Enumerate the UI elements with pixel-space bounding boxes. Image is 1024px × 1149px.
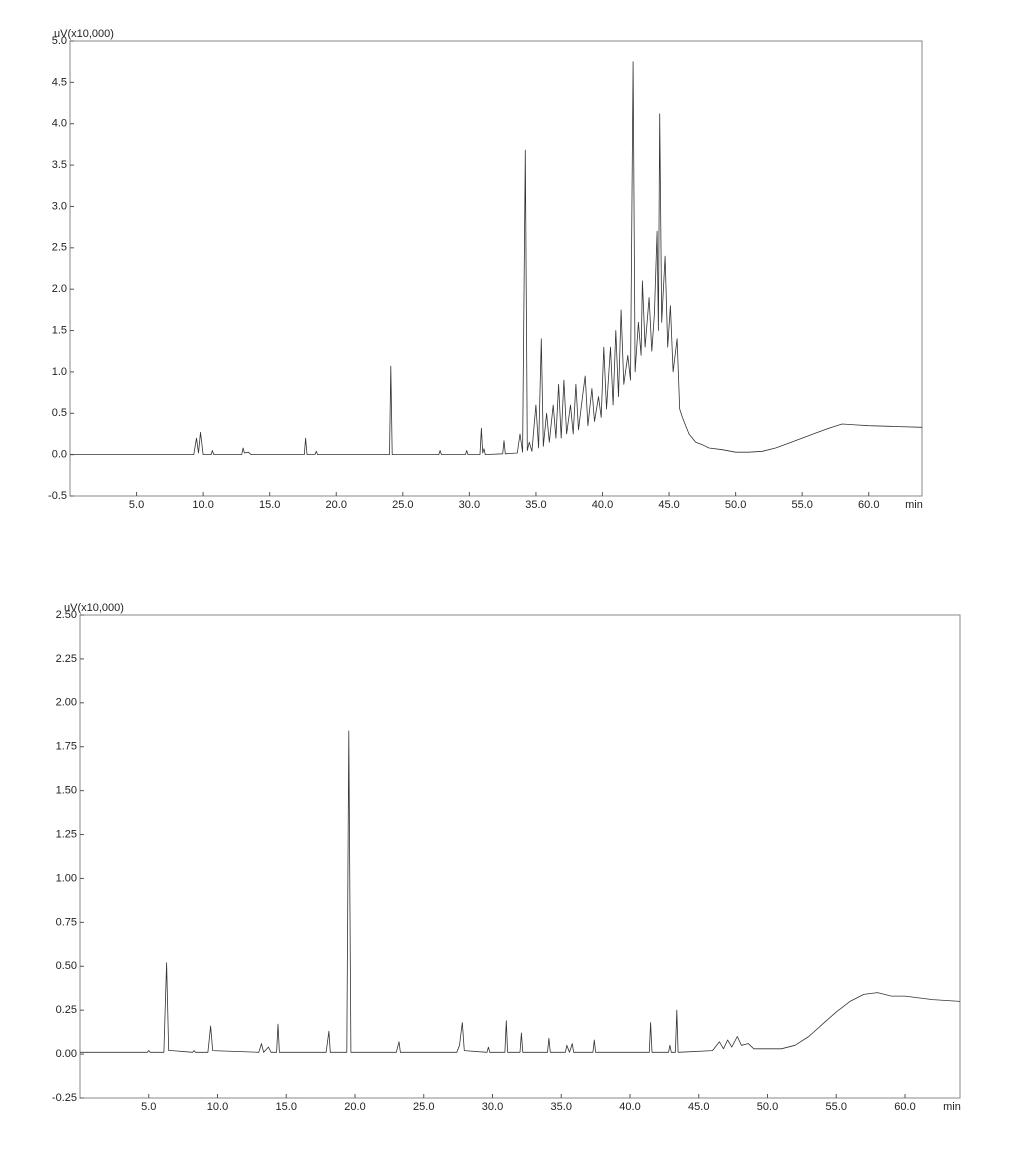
- x-tick-label: 25.0: [413, 1101, 434, 1113]
- y-tick-label: 1.00: [56, 872, 77, 884]
- y-tick-label: 0.50: [56, 960, 77, 972]
- y-axis-label: uV(x10,000): [64, 602, 124, 614]
- x-tick-label: 60.0: [894, 1101, 915, 1113]
- x-tick-label: 25.0: [392, 499, 413, 511]
- x-tick-label: 55.0: [791, 499, 812, 511]
- x-tick-label: 40.0: [592, 499, 613, 511]
- x-tick-label: 10.0: [207, 1101, 228, 1113]
- y-tick-label: 0.75: [56, 916, 77, 928]
- y-tick-label: 1.25: [56, 828, 77, 840]
- y-tick-label: 0.25: [56, 1004, 77, 1016]
- x-tick-label: 50.0: [725, 499, 746, 511]
- trace: [70, 61, 923, 455]
- y-tick-label: 2.0: [52, 283, 67, 295]
- y-tick-label: 4.5: [52, 76, 67, 88]
- y-tick-label: 2.50: [56, 609, 77, 621]
- y-tick-label: 3.0: [52, 200, 67, 212]
- x-tick-label: 30.0: [459, 499, 480, 511]
- x-tick-label: 5.0: [129, 499, 144, 511]
- x-tick-label: 40.0: [619, 1101, 640, 1113]
- y-tick-label: 3.5: [52, 159, 67, 171]
- x-tick-label: 15.0: [276, 1101, 297, 1113]
- y-tick-label: 0.5: [52, 407, 67, 419]
- y-tick-label: 2.00: [56, 697, 77, 709]
- x-tick-label: 45.0: [658, 499, 679, 511]
- x-tick-label: 20.0: [326, 499, 347, 511]
- y-tick-label: 1.75: [56, 741, 77, 753]
- y-tick-label: 0.0: [52, 449, 67, 461]
- plot-frame: [79, 614, 961, 1099]
- y-tick-label: 0.00: [56, 1048, 77, 1060]
- y-tick-label: -0.25: [52, 1092, 77, 1104]
- x-tick-label: 60.0: [858, 499, 879, 511]
- y-tick-label: 4.0: [52, 118, 67, 130]
- x-axis-label: min: [905, 499, 923, 511]
- y-tick-label: 2.5: [52, 242, 67, 254]
- y-tick-label: 1.5: [52, 324, 67, 336]
- x-tick-label: 5.0: [141, 1101, 156, 1113]
- y-axis-label: uV(x10,000): [54, 28, 114, 40]
- trace: [80, 730, 961, 1053]
- y-tick-label: -0.5: [48, 490, 67, 502]
- x-tick-label: 20.0: [344, 1101, 365, 1113]
- x-tick-label: 30.0: [482, 1101, 503, 1113]
- x-tick-label: 10.0: [192, 499, 213, 511]
- y-tick-label: 5.0: [52, 35, 67, 47]
- x-tick-label: 45.0: [688, 1101, 709, 1113]
- y-tick-label: 2.25: [56, 653, 77, 665]
- plot-frame: [69, 40, 923, 497]
- x-tick-label: 35.0: [525, 499, 546, 511]
- x-tick-label: 35.0: [551, 1101, 572, 1113]
- x-tick-label: 55.0: [826, 1101, 847, 1113]
- y-tick-label: 1.50: [56, 785, 77, 797]
- x-axis-label: min: [943, 1101, 961, 1113]
- x-tick-label: 15.0: [259, 499, 280, 511]
- x-tick-label: 50.0: [757, 1101, 778, 1113]
- y-tick-label: 1.0: [52, 366, 67, 378]
